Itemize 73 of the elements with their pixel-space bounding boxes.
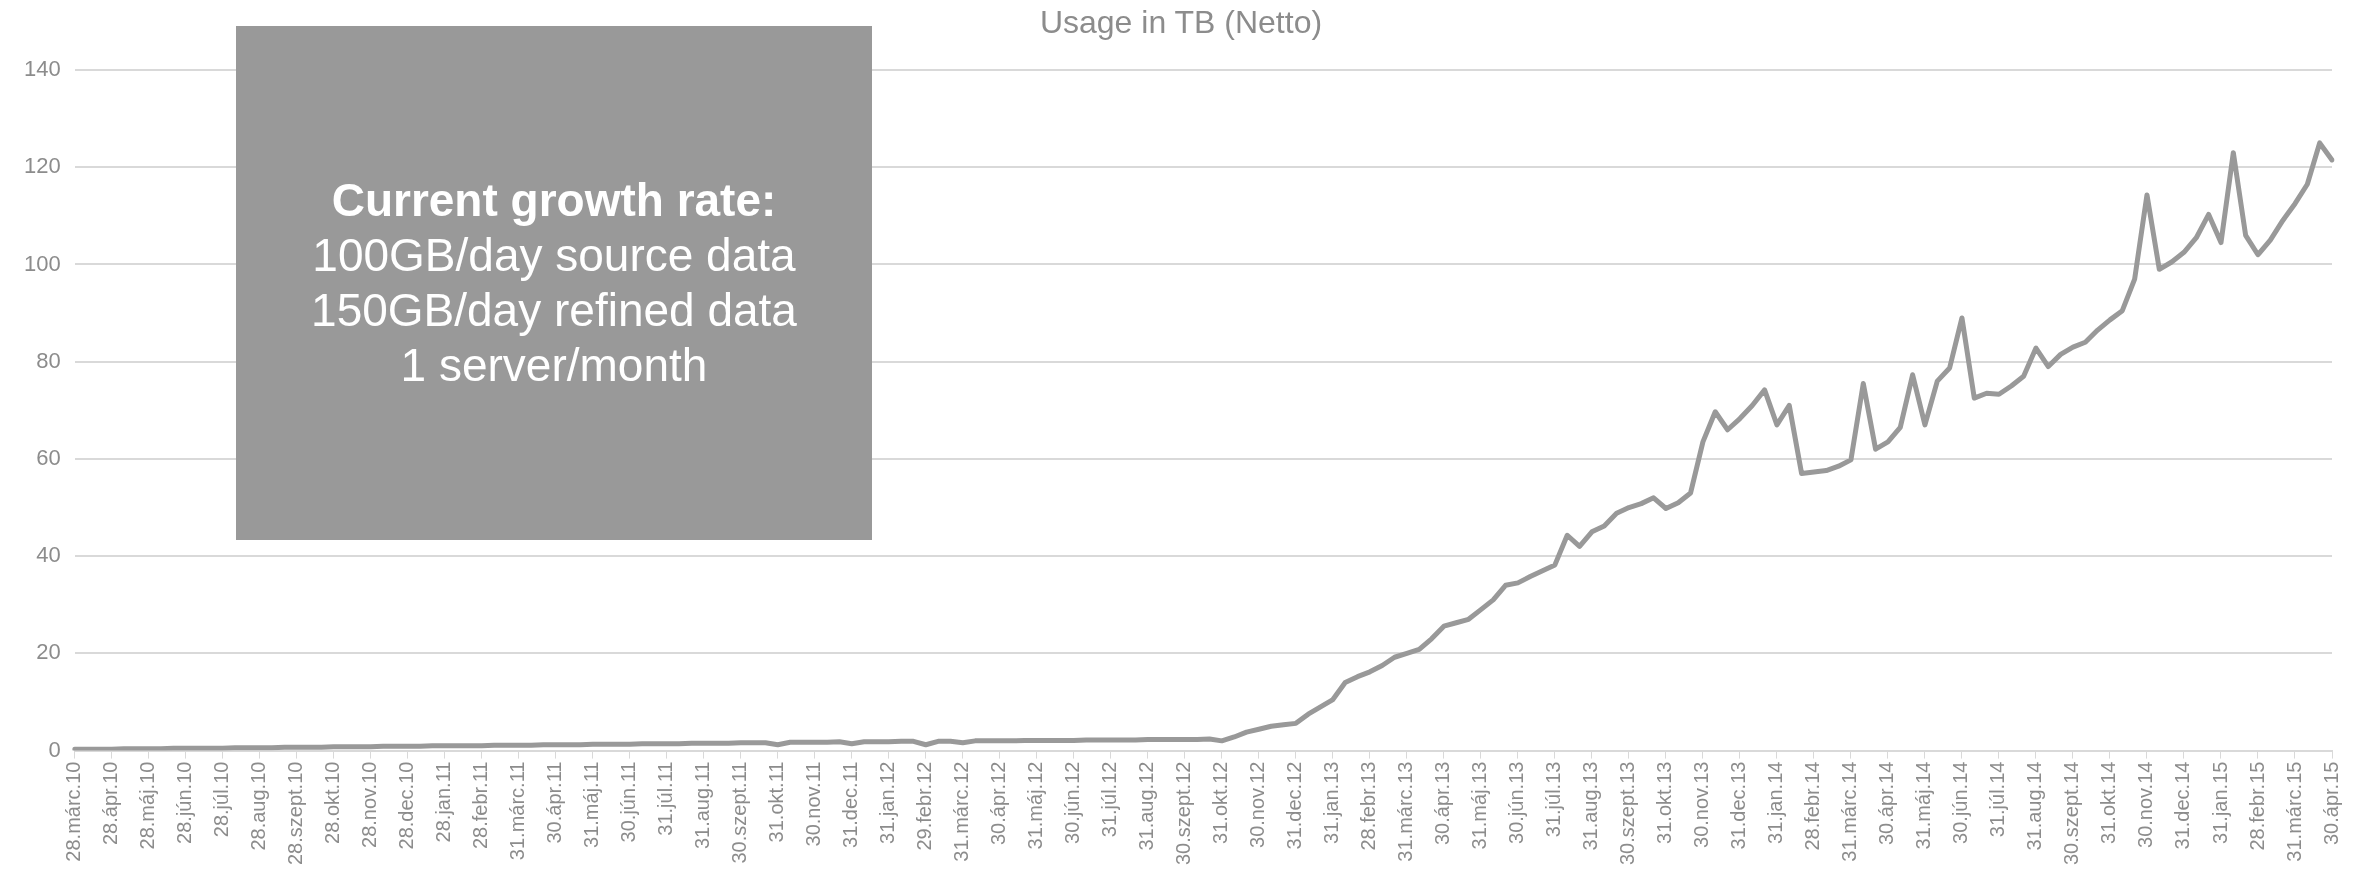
x-tick-label: 28.jan.11 <box>432 761 455 843</box>
text-box: Current growth rate: 100GB/day source data 150GB/day refined data 1 server/month <box>236 26 872 540</box>
x-tick-label: 28.febr.13 <box>1357 761 1380 851</box>
x-tick-label: 31.júl.11 <box>654 761 677 836</box>
x-tick-label: 31.márc.13 <box>1394 761 1417 862</box>
x-tick-label: 30.jún.12 <box>1061 761 1084 844</box>
annotation: Current growth rate: 100GB/day source data 150GB/day refined data 1 server/month <box>310 172 798 394</box>
x-tick-label: 28.febr.14 <box>1801 761 1824 851</box>
x-tick-label: 31.dec.11 <box>839 761 862 848</box>
y-tick-label: 0 <box>48 736 61 762</box>
x-tick-label: 31.okt.12 <box>1209 761 1232 844</box>
x-tick-label: 31.júl.14 <box>1986 761 2009 838</box>
x-tick-label: 28.jún.10 <box>173 761 196 844</box>
x-tick-label: 28.febr.11 <box>469 761 492 850</box>
x-tick-label: 31.máj.13 <box>1468 761 1491 850</box>
x-tick-label: 28.nov.10 <box>358 761 381 848</box>
x-tick-label: 31.márc.15 <box>2282 761 2305 862</box>
x-tick-label: 31.márc.11 <box>506 761 529 861</box>
x-tick-label: 31.aug.14 <box>2023 761 2046 851</box>
x-tick-label: 28.szept.10 <box>284 761 307 866</box>
x-tick-label: 30.ápr.14 <box>1875 761 1898 846</box>
x-tick-label: 30.ápr.15 <box>2319 761 2342 846</box>
x-tick-label: 28.márc.10 <box>62 761 85 862</box>
y-tick-label: 40 <box>36 542 61 568</box>
chart-title: Usage in TB (Netto) <box>1038 4 1324 41</box>
x-tick-label: 30.ápr.12 <box>987 761 1010 846</box>
y-tick-label: 120 <box>23 153 61 179</box>
x-tick-label: 31.aug.11 <box>691 761 714 850</box>
y-tick-label: 140 <box>23 56 61 82</box>
x-tick-label: 30.szept.12 <box>1172 761 1195 866</box>
x-tick-label: 31.márc.14 <box>1838 761 1861 862</box>
x-tick-label: 28.máj.10 <box>136 761 159 850</box>
x-tick-label: 30.ápr.13 <box>1431 761 1454 846</box>
x-tick-label: 30.jún.13 <box>1505 761 1528 844</box>
x-tick-label: 28.febr.15 <box>2245 761 2268 851</box>
y-tick-label: 80 <box>36 347 61 373</box>
x-tick-label: 30.nov.13 <box>1690 761 1713 848</box>
x-tick-label: 31.máj.12 <box>1024 761 1047 850</box>
x-tick-label: 31.júl.13 <box>1542 761 1565 838</box>
x-tick-label: 28.dec.10 <box>395 761 418 850</box>
x-tick-label: 30.jún.14 <box>1949 761 1972 844</box>
x-tick-label: 31.jan.14 <box>1764 761 1787 844</box>
x-tick-label: 31.okt.11 <box>765 761 788 843</box>
x-tick-label: 31.máj.14 <box>1912 761 1935 850</box>
x-tick-label: 30.nov.12 <box>1246 761 1269 848</box>
x-tick-label: 28.ápr.10 <box>99 761 122 846</box>
x-tick-label: 28.júl.10 <box>210 761 233 838</box>
x-tick-label: 28.okt.10 <box>321 761 344 844</box>
x-tick-label: 31.okt.13 <box>1653 761 1676 844</box>
x-tick-label: 31.jan.12 <box>876 761 899 844</box>
x-tick-label: 31.aug.12 <box>1135 761 1158 851</box>
x-tick-label: 31.jan.13 <box>1320 761 1343 844</box>
x-tick-label: 31.dec.13 <box>1727 761 1750 850</box>
x-tick-label: 30.szept.11 <box>728 761 751 864</box>
x-tick-label: 29.febr.12 <box>913 761 936 851</box>
y-tick-label: 20 <box>36 639 61 665</box>
y-tick-label: 100 <box>23 250 61 276</box>
x-tick-label: 31.júl.12 <box>1098 761 1121 838</box>
x-tick-label: 31.okt.14 <box>2097 761 2120 844</box>
x-tick-label: 30.jún.11 <box>617 761 640 843</box>
x-tick-label: 28.aug.10 <box>247 761 270 851</box>
x-tick-label: 31.máj.11 <box>580 761 603 848</box>
x-tick-label: 30.nov.14 <box>2134 761 2157 848</box>
x-tick-label: 30.nov.11 <box>802 761 825 847</box>
x-tick-label: 30.szept.13 <box>1616 761 1639 866</box>
x-tick-label: 31.márc.12 <box>950 761 973 862</box>
x-tick-label: 31.aug.13 <box>1579 761 1602 851</box>
x-tick-label: 31.dec.12 <box>1283 761 1306 850</box>
y-tick-label: 60 <box>36 444 61 470</box>
x-tick-label: 31.dec.14 <box>2171 761 2194 850</box>
x-tick-label: 30.szept.14 <box>2060 761 2083 866</box>
x-tick-label: 30.ápr.11 <box>543 761 566 844</box>
x-tick-label: 31.jan.15 <box>2208 761 2231 844</box>
